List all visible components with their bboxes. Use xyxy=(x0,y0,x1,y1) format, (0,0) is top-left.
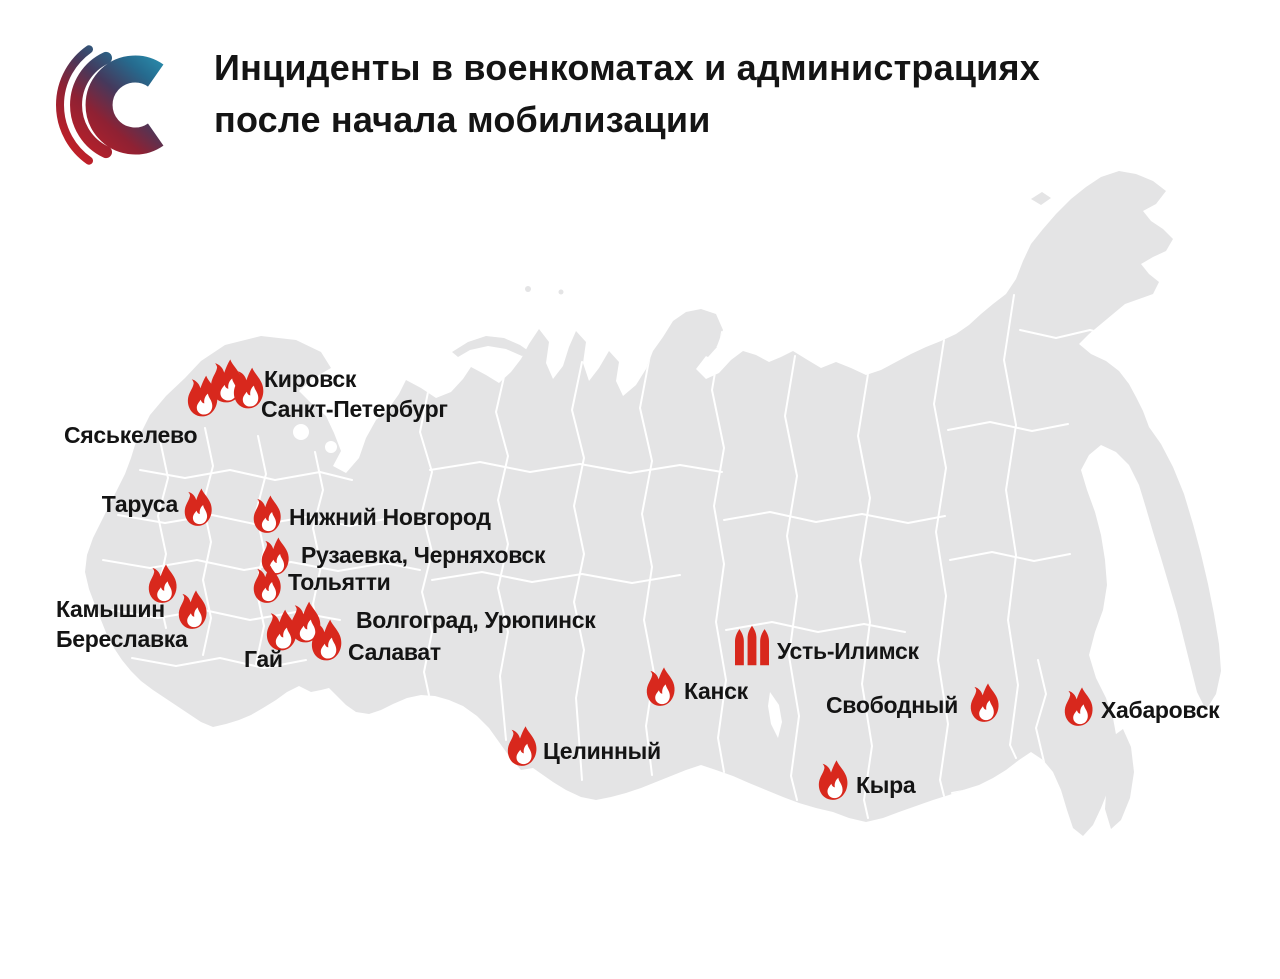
fire-icon xyxy=(252,494,285,538)
city-label: Тольятти xyxy=(288,569,391,595)
siren-letter-c xyxy=(85,55,164,155)
lakes xyxy=(293,424,782,738)
page-title: Инциденты в военкоматах и администрациях… xyxy=(214,42,1040,146)
city-label: Кыра xyxy=(856,772,916,798)
city-label: Волгоград, Урюпинск xyxy=(356,607,596,633)
fire-icon xyxy=(310,617,346,667)
city-label: Санкт-Петербург xyxy=(261,396,448,422)
city-label: Рузаевка, Черняховск xyxy=(301,542,546,568)
city-label: Салават xyxy=(348,639,441,665)
city-label: Целинный xyxy=(543,738,661,764)
city-label: Кировск xyxy=(264,366,357,392)
siren-c-logo xyxy=(56,45,164,165)
siren-wave-outer-arc xyxy=(56,45,93,165)
page-title-line2: после начала мобилизации xyxy=(214,99,711,140)
siren-wave-inner-arc xyxy=(70,51,112,159)
city-label: Гай xyxy=(244,646,283,672)
fire-icon xyxy=(817,759,852,805)
fire-icon xyxy=(969,682,1003,727)
city-label: Таруса xyxy=(101,491,179,517)
city-label: Хабаровск xyxy=(1101,697,1220,723)
city-label: Камышин xyxy=(56,596,165,622)
city-label: Канск xyxy=(684,678,748,704)
fire-icon xyxy=(1063,686,1097,731)
city-label: Береславка xyxy=(56,626,188,652)
fire-icon xyxy=(645,666,679,711)
city-label: Сяськелево xyxy=(64,422,198,448)
islands xyxy=(452,192,1134,829)
bullets-icon xyxy=(735,623,769,668)
city-label: Нижний Новгород xyxy=(289,504,491,530)
city-label: Усть-Илимск xyxy=(777,638,919,664)
fire-icon xyxy=(183,487,216,531)
page-title-line1: Инциденты в военкоматах и администрациях xyxy=(214,47,1040,88)
fire-icon xyxy=(506,725,541,771)
city-label: Свободный xyxy=(825,692,958,718)
fire-icon xyxy=(252,564,285,608)
